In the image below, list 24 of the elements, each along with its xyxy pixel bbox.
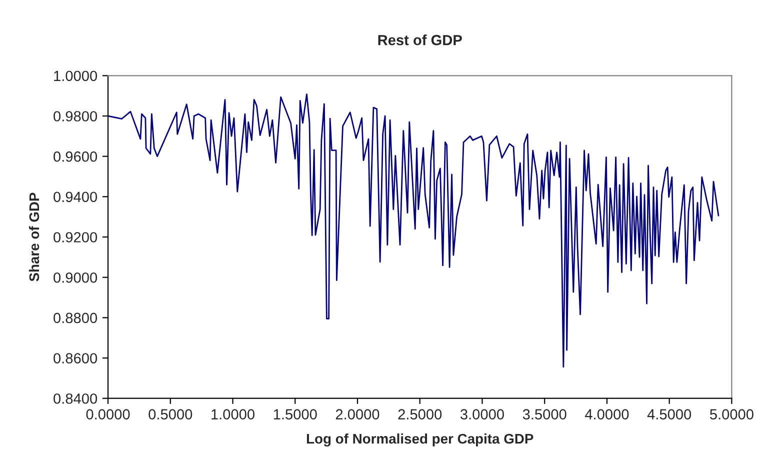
x-tick-label: 2.0000: [336, 409, 380, 420]
y-axis-title: Share of GDP: [28, 192, 40, 282]
x-tick-label: 4.5000: [647, 409, 692, 420]
x-tick-label: 2.5000: [398, 409, 442, 420]
x-tick-label: 0.5000: [148, 409, 192, 420]
x-tick-label: 1.0000: [212, 409, 254, 420]
y-tick-label: 0.9800: [54, 111, 98, 122]
chart-title: Rest of GDP: [378, 34, 462, 46]
y-tick-label: 0.9400: [54, 192, 98, 202]
x-tick-label: 3.5000: [522, 409, 566, 420]
y-tick-label: 0.9600: [54, 151, 98, 162]
y-tick-label: 0.9000: [54, 272, 98, 283]
x-tick-label: 1.5000: [274, 409, 317, 420]
y-tick-label: 0.8800: [54, 312, 98, 324]
x-tick-label: 0.0000: [86, 409, 130, 420]
x-tick-label: 3.0000: [460, 409, 504, 420]
x-tick-label: 5.0000: [710, 409, 754, 420]
x-tick-label: 4.0000: [584, 409, 629, 420]
y-tick-label: 0.8400: [54, 393, 98, 404]
y-tick-label: 0.8600: [54, 353, 98, 364]
y-tick-label: 0.9200: [54, 232, 98, 242]
x-axis-title: Log of Normalised per Capita GDP: [306, 433, 534, 446]
y-tick-label: 1.0000: [54, 70, 98, 82]
line-series: [108, 94, 720, 368]
